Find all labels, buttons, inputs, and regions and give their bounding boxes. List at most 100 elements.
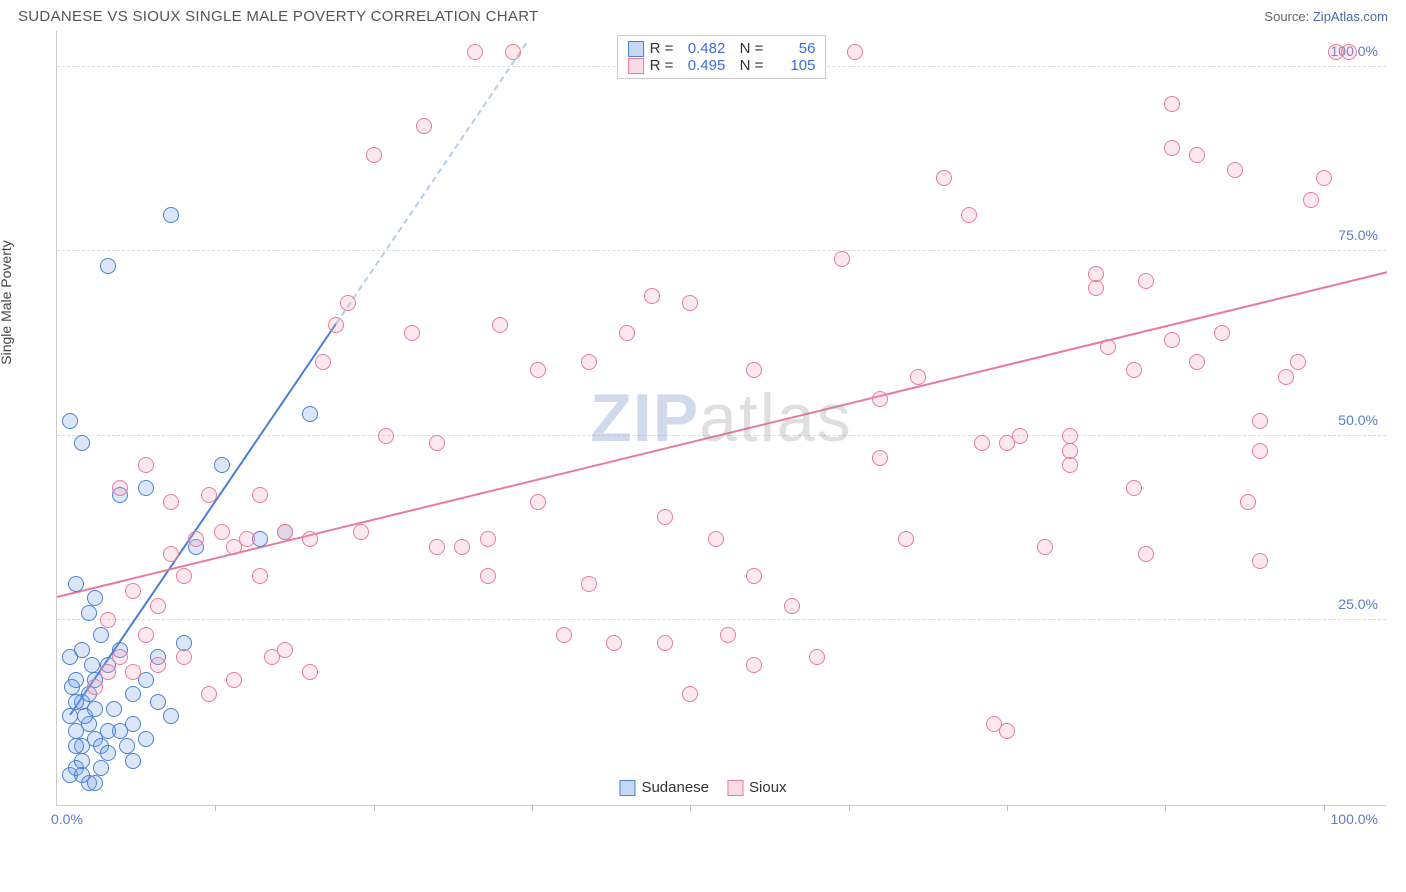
data-point bbox=[480, 568, 496, 584]
data-point bbox=[353, 524, 369, 540]
data-point bbox=[720, 627, 736, 643]
chart-container: Single Male Poverty ZIPatlas R =0.482 N … bbox=[18, 31, 1388, 806]
data-point bbox=[106, 701, 122, 717]
data-point bbox=[239, 531, 255, 547]
source-link[interactable]: ZipAtlas.com bbox=[1313, 9, 1388, 24]
chart-title: SUDANESE VS SIOUX SINGLE MALE POVERTY CO… bbox=[18, 8, 539, 25]
x-tick-mark bbox=[1007, 805, 1008, 811]
watermark-atlas: atlas bbox=[699, 380, 853, 456]
data-point bbox=[201, 487, 217, 503]
data-point bbox=[872, 391, 888, 407]
data-point bbox=[93, 627, 109, 643]
data-point bbox=[1240, 494, 1256, 510]
y-tick: 75.0% bbox=[1338, 227, 1378, 243]
legend-item-sudanese: Sudanese bbox=[619, 779, 709, 796]
data-point bbox=[1164, 332, 1180, 348]
data-point bbox=[1138, 273, 1154, 289]
data-point bbox=[429, 435, 445, 451]
data-point bbox=[163, 708, 179, 724]
n-value-sudanese: 56 bbox=[769, 40, 815, 57]
data-point bbox=[1126, 362, 1142, 378]
data-point bbox=[163, 546, 179, 562]
data-point bbox=[872, 450, 888, 466]
data-point bbox=[68, 738, 84, 754]
data-point bbox=[87, 590, 103, 606]
data-point bbox=[74, 642, 90, 658]
data-point bbox=[302, 406, 318, 422]
data-point bbox=[1189, 147, 1205, 163]
data-point bbox=[898, 531, 914, 547]
data-point bbox=[277, 642, 293, 658]
data-point bbox=[809, 649, 825, 665]
data-point bbox=[214, 524, 230, 540]
n-value-sioux: 105 bbox=[769, 57, 815, 74]
data-point bbox=[188, 531, 204, 547]
legend-row-sudanese: R =0.482 N =56 bbox=[628, 40, 816, 57]
data-point bbox=[125, 664, 141, 680]
data-point bbox=[492, 317, 508, 333]
data-point bbox=[1088, 280, 1104, 296]
data-point bbox=[1214, 325, 1230, 341]
data-point bbox=[999, 723, 1015, 739]
data-point bbox=[74, 753, 90, 769]
swatch-sioux bbox=[628, 58, 644, 74]
data-point bbox=[1252, 553, 1268, 569]
data-point bbox=[1037, 539, 1053, 555]
data-point bbox=[150, 657, 166, 673]
data-point bbox=[163, 207, 179, 223]
data-point bbox=[1062, 443, 1078, 459]
data-point bbox=[125, 716, 141, 732]
data-point bbox=[910, 369, 926, 385]
legend-label-sioux: Sioux bbox=[749, 779, 787, 796]
data-point bbox=[454, 539, 470, 555]
x-tick-mark bbox=[690, 805, 691, 811]
x-tick-mark bbox=[532, 805, 533, 811]
data-point bbox=[1126, 480, 1142, 496]
x-tick-mark bbox=[215, 805, 216, 811]
x-tick-mark bbox=[374, 805, 375, 811]
data-point bbox=[581, 576, 597, 592]
data-point bbox=[138, 627, 154, 643]
r-value-sudanese: 0.482 bbox=[679, 40, 725, 57]
data-point bbox=[847, 44, 863, 60]
trend-line bbox=[335, 43, 527, 325]
data-point bbox=[581, 354, 597, 370]
correlation-legend: R =0.482 N =56 R =0.495 N =105 bbox=[617, 35, 827, 79]
data-point bbox=[340, 295, 356, 311]
data-point bbox=[100, 745, 116, 761]
swatch-sudanese-bottom bbox=[619, 780, 635, 796]
data-point bbox=[961, 207, 977, 223]
data-point bbox=[252, 487, 268, 503]
legend-row-sioux: R =0.495 N =105 bbox=[628, 57, 816, 74]
data-point bbox=[68, 576, 84, 592]
data-point bbox=[100, 664, 116, 680]
data-point bbox=[150, 694, 166, 710]
data-point bbox=[530, 362, 546, 378]
data-point bbox=[1316, 170, 1332, 186]
x-tick-mark bbox=[849, 805, 850, 811]
data-point bbox=[1062, 457, 1078, 473]
y-tick: 50.0% bbox=[1338, 412, 1378, 428]
data-point bbox=[480, 531, 496, 547]
y-axis-label: Single Male Poverty bbox=[0, 240, 14, 365]
data-point bbox=[125, 686, 141, 702]
data-point bbox=[1138, 546, 1154, 562]
data-point bbox=[64, 679, 80, 695]
data-point bbox=[1252, 413, 1268, 429]
gridline bbox=[57, 619, 1386, 620]
swatch-sudanese bbox=[628, 41, 644, 57]
x-tick-0: 0.0% bbox=[51, 811, 83, 827]
gridline bbox=[57, 250, 1386, 251]
data-point bbox=[226, 672, 242, 688]
series-legend: Sudanese Sioux bbox=[619, 779, 786, 796]
data-point bbox=[214, 457, 230, 473]
data-point bbox=[1278, 369, 1294, 385]
data-point bbox=[62, 413, 78, 429]
data-point bbox=[834, 251, 850, 267]
data-point bbox=[974, 435, 990, 451]
data-point bbox=[302, 531, 318, 547]
data-point bbox=[100, 723, 116, 739]
data-point bbox=[68, 694, 84, 710]
data-point bbox=[1227, 162, 1243, 178]
data-point bbox=[176, 649, 192, 665]
